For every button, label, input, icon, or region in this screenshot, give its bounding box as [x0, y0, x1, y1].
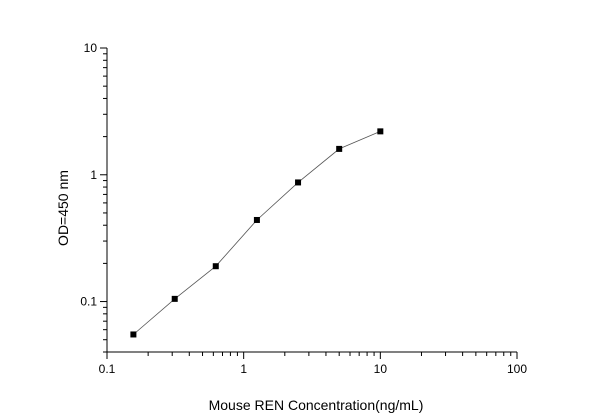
data-point-marker	[295, 179, 302, 186]
data-point-marker	[377, 128, 384, 135]
data-point-marker	[171, 295, 178, 302]
data-point-marker	[253, 216, 260, 223]
y-tick-label: 0.1	[80, 295, 97, 309]
data-point-marker	[336, 145, 343, 152]
y-tick-label: 1	[90, 168, 97, 182]
y-tick-label: 10	[84, 41, 98, 55]
y-axis-title: OD=450 nm	[55, 170, 71, 246]
x-ticks: 0.1 1 10 100	[99, 352, 527, 376]
y-ticks: 0.1 1 10	[80, 41, 107, 353]
x-tick-label: 0.1	[99, 362, 116, 376]
series-layer	[130, 128, 384, 338]
axes	[106, 48, 517, 353]
x-axis-title: Mouse REN Concentration(ng/mL)	[209, 397, 424, 413]
x-tick-label: 1	[240, 362, 247, 376]
x-tick-label: 100	[507, 362, 527, 376]
data-point-marker	[130, 331, 137, 338]
data-point-marker	[212, 263, 219, 270]
series-line	[133, 131, 381, 335]
x-tick-label: 10	[374, 362, 388, 376]
